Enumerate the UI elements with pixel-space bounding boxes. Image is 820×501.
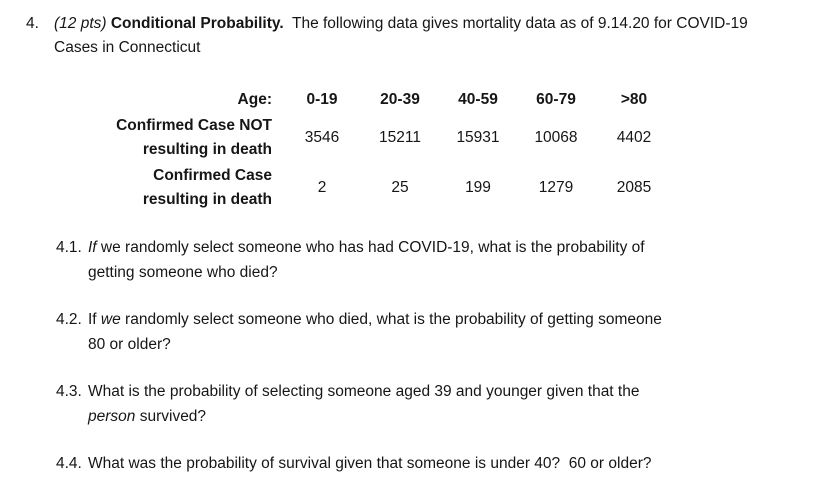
question-line-1-rest: randomly select someone who died, what i… [120, 311, 662, 328]
question-number: 4.1. [56, 239, 82, 256]
question-4-4: 4.4. What was the probability of surviva… [56, 451, 820, 476]
question-line-1: If we randomly select someone who has ha… [88, 235, 820, 260]
question-line-1: What was the probability of survival giv… [88, 455, 652, 472]
row-label-line-2: resulting in death [142, 191, 272, 208]
table-row-not-death: Confirmed Case NOT resulting in death 35… [84, 113, 673, 163]
question-line-1: If we randomly select someone who died, … [88, 307, 820, 332]
question-line-1-pre: If [88, 311, 101, 328]
row-label-line-2: resulting in death [142, 141, 272, 158]
question-4-1: 4.1. If we randomly select someone who h… [56, 235, 820, 285]
age-column-40-59: 40-59 [458, 90, 498, 108]
problem-heading: 4. (12 pts) Conditional Probability. The… [26, 12, 810, 60]
age-row-label: Age: [237, 90, 272, 108]
question-text: If we randomly select someone who died, … [88, 307, 820, 357]
row-label-line-1: Confirmed Case [153, 167, 272, 184]
question-text: If we randomly select someone who has ha… [88, 235, 820, 285]
cell-not-death-20-39: 15211 [379, 129, 421, 146]
question-number: 4.3. [56, 383, 82, 400]
question-number: 4.2. [56, 311, 82, 328]
cell-death-over-80: 2085 [616, 179, 652, 196]
cell-death-20-39: 25 [391, 179, 409, 196]
row-label-not-death: Confirmed Case NOT resulting in death [84, 113, 283, 163]
question-4-2: 4.2. If we randomly select someone who d… [56, 307, 820, 357]
age-column-0-19: 0-19 [306, 90, 338, 108]
intro-text-line-2: Cases in Connecticut [54, 39, 201, 56]
question-line-2-rest: survived? [135, 408, 207, 425]
mortality-table: Age: 0-19 20-39 40-59 60-79 >80 Confirme… [84, 86, 673, 213]
questions-list: 4.1. If we randomly select someone who h… [56, 235, 820, 476]
question-line-2: 80 or older? [88, 336, 171, 353]
age-column-60-79: 60-79 [536, 90, 576, 108]
cell-death-0-19: 2 [317, 179, 327, 196]
question-number: 4.4. [56, 455, 82, 472]
question-line-2: person survived? [88, 404, 820, 429]
heading-line-1: (12 pts) Conditional Probability. The fo… [54, 12, 810, 36]
question-line-2: getting someone who died? [88, 264, 278, 281]
question-text: What was the probability of survival giv… [88, 451, 820, 476]
age-column-20-39: 20-39 [380, 90, 420, 108]
page: 4. (12 pts) Conditional Probability. The… [0, 12, 820, 501]
row-label-death: Confirmed Case resulting in death [84, 163, 283, 213]
cell-death-60-79: 1279 [538, 179, 574, 196]
table-row-death: Confirmed Case resulting in death 2 25 1… [84, 163, 673, 213]
problem-title: Conditional Probability. [110, 15, 284, 32]
italic-word: If [88, 239, 97, 256]
age-column-over-80: >80 [620, 90, 648, 108]
intro-text-line-1: The following data gives mortality data … [283, 15, 748, 32]
row-label-line-1: Confirmed Case NOT [116, 117, 272, 134]
italic-word: we [100, 311, 121, 328]
question-text: What is the probability of selecting som… [88, 379, 820, 429]
question-line-1: What is the probability of selecting som… [88, 383, 640, 400]
cell-not-death-0-19: 3546 [304, 129, 340, 146]
cell-death-40-59: 199 [465, 179, 491, 196]
question-4-3: 4.3. What is the probability of selectin… [56, 379, 820, 429]
points-label: (12 pts) [54, 15, 111, 32]
italic-word: person [88, 408, 136, 425]
cell-not-death-60-79: 10068 [534, 129, 578, 146]
problem-heading-text: (12 pts) Conditional Probability. The fo… [54, 12, 810, 60]
problem-number: 4. [26, 15, 39, 32]
cell-not-death-40-59: 15931 [456, 129, 500, 146]
question-line-1-rest: we randomly select someone who has had C… [96, 239, 645, 256]
table-header-row: Age: 0-19 20-39 40-59 60-79 >80 [84, 86, 673, 113]
cell-not-death-over-80: 4402 [616, 129, 652, 146]
